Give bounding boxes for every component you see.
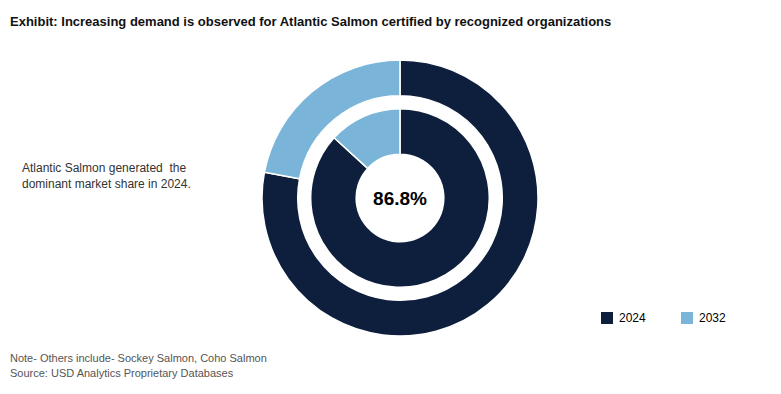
donut-slice: [262, 60, 538, 336]
note-line: Note- Others include- Sockey Salmon, Coh…: [10, 352, 267, 364]
center-label: 86.8%: [373, 188, 427, 209]
legend-label: 2032: [699, 311, 726, 325]
note: Note- Others include- Sockey Salmon, Coh…: [10, 352, 267, 379]
donut: [262, 60, 538, 336]
chart-container: Exhibit: Increasing demand is observed f…: [0, 0, 781, 394]
donut-slice: [311, 109, 490, 288]
donut-slice: [334, 109, 400, 169]
note-line: Source: USD Analytics Proprietary Databa…: [10, 367, 234, 379]
chart: Exhibit: Increasing demand is observed f…: [0, 0, 781, 394]
legend: 2024 2032: [601, 311, 726, 325]
legend-swatch: [601, 312, 613, 324]
title: Exhibit: Increasing demand is observed f…: [10, 14, 611, 29]
annotation-line: Atlantic Salmon generated the: [22, 161, 186, 175]
legend-swatch: [681, 312, 693, 324]
annotation-line: dominant market share in 2024.: [22, 177, 191, 191]
title-line: Exhibit: Increasing demand is observed f…: [10, 14, 611, 29]
legend-label: 2024: [619, 311, 646, 325]
annotation: Atlantic Salmon generated the dominant ma…: [22, 161, 191, 191]
